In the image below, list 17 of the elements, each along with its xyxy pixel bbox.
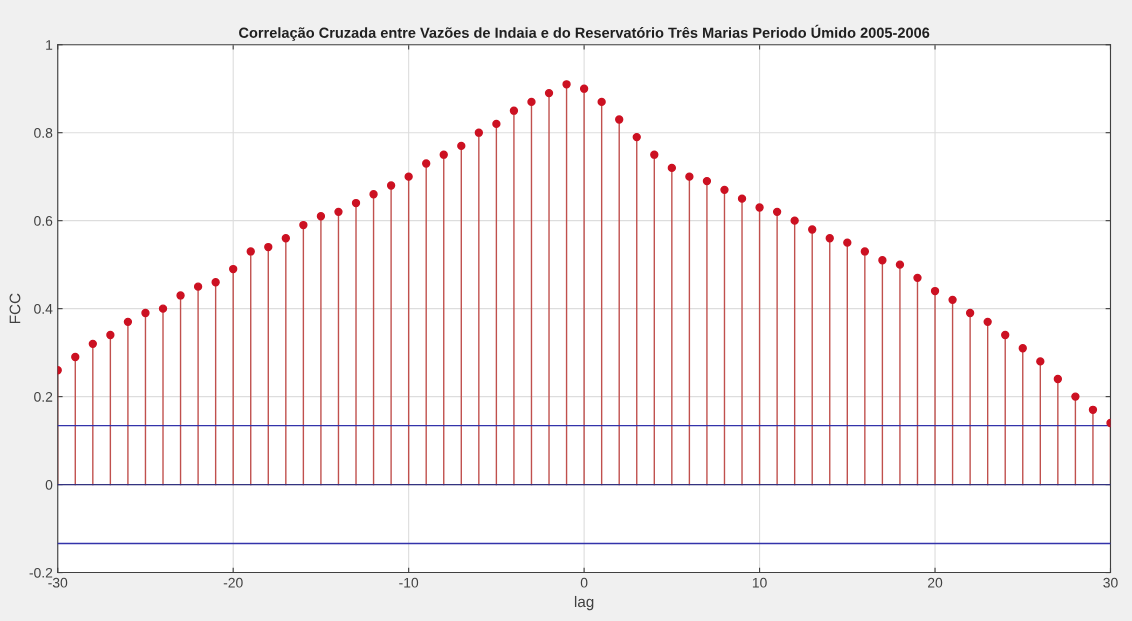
chart-title: Correlação Cruzada entre Vazões de Indaia e do Reservatório Três Marias Periodo Úmido 2005-2006 — [239, 24, 930, 41]
x-tick-label: 10 — [752, 577, 767, 588]
y-tick-label: 0.2 — [34, 391, 53, 402]
x-tick-label: -30 — [48, 577, 68, 588]
x-tick-label: -20 — [223, 577, 243, 588]
x-tick-label: 0 — [580, 577, 588, 588]
y-tick-label: 0 — [45, 479, 53, 490]
x-tick-label: 30 — [1103, 577, 1118, 588]
y-tick-label: 0.6 — [34, 216, 53, 226]
x-tick-label: 20 — [928, 577, 943, 588]
x-tick-label: -10 — [399, 577, 419, 588]
y-tick-label: 0.8 — [34, 128, 53, 138]
y-tick-label: 1 — [46, 40, 53, 50]
y-tick-label: 0.4 — [34, 303, 53, 314]
x-axis-title: lag — [574, 595, 594, 611]
y-tick-label: -0.2 — [29, 567, 53, 578]
y-axis-title: FCC — [9, 293, 21, 324]
